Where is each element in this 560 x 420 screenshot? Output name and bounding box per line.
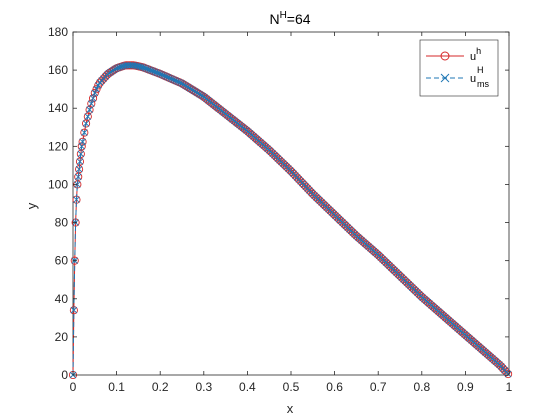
x-tick-label: 0.1 [108,380,125,394]
data-point [149,67,156,75]
legend-entry-ums: uH ms [426,65,489,89]
data-point [169,76,177,83]
legend: uh uH ms [419,39,499,97]
data-point [74,181,81,188]
data-point [164,74,172,81]
y-tick-label: 180 [48,25,68,39]
chart-title: NH=64 [269,10,310,27]
data-point [85,105,94,114]
data-point [197,91,205,99]
data-point [80,128,89,137]
data-point [162,73,170,80]
y-tick-label: 60 [55,254,69,268]
data-point [81,129,88,136]
legend-marker-uh [440,51,450,61]
data-point [140,64,147,71]
series-layer [68,61,513,380]
x-tick-label: 0.5 [283,380,300,394]
x-tick-label: 0.2 [152,380,169,394]
data-point [154,69,161,77]
data-point [147,66,154,74]
data-point [143,65,151,73]
data-point [157,70,165,78]
data-point [138,63,146,71]
data-point [171,77,179,84]
data-point [150,68,158,75]
ticks-layer: 0 0.1 0.2 0.3 0.4 0.5 0.6 0.7 0.8 0.9 1 0 20 40 60 80 10… [48,25,513,394]
data-point [196,90,203,98]
data-point [504,370,512,378]
data-point [194,89,202,97]
data-point [173,77,181,85]
legend-box [419,39,499,97]
x-tick-label: 0.4 [239,380,256,394]
data-point [182,82,189,89]
y-tick-label: 100 [48,177,68,191]
y-tick-label: 40 [55,292,69,306]
legend-marker-ums [440,73,450,83]
data-point [84,113,92,120]
data-point [183,83,191,90]
y-tick-label: 140 [48,101,68,115]
data-point [89,94,97,102]
data-point [161,72,168,80]
data-point [175,78,182,86]
data-point [178,80,186,87]
y-tick-label: 20 [55,330,69,344]
data-point [75,165,83,173]
data-point [180,81,188,88]
x-tick-label: 0.8 [413,380,430,394]
data-point [166,74,174,82]
data-point [176,79,184,87]
y-tick-label: 160 [48,63,68,77]
data-point [76,158,84,165]
legend-entry-uh: uh [426,46,481,63]
data-point [145,66,153,73]
y-tick-label: 120 [48,139,68,153]
data-point [112,65,120,73]
data-point [82,120,90,127]
y-axis-label: y [24,202,39,209]
x-tick-label: 0.7 [370,380,387,394]
x-axis-label: x [287,401,294,416]
data-point [189,86,196,94]
data-point [92,85,101,94]
x-tick-label: 0 [70,380,77,394]
legend-label-ums: uH ms [470,65,489,89]
data-point [190,87,198,95]
data-point [73,196,80,204]
data-point [70,306,78,314]
data-point [187,85,195,93]
data-point [156,70,163,77]
data-point [86,106,93,114]
series-ums [69,62,512,379]
data-point [87,100,95,107]
data-point [91,89,99,97]
data-point [79,138,86,146]
data-point [142,64,149,72]
legend-label-uh: uh [470,46,481,63]
y-tick-label: 80 [55,216,69,230]
x-tick-label: 0.9 [457,380,474,394]
data-point [74,173,82,181]
data-point [77,150,85,158]
data-point [70,256,79,265]
x-tick-label: 1 [506,380,513,394]
data-point [185,84,193,92]
x-tick-label: 0.6 [326,380,343,394]
x-tick-label: 0.3 [195,380,212,394]
data-point [192,88,200,96]
data-point [93,85,100,93]
data-point [152,68,160,76]
data-point [168,75,175,83]
data-point [159,71,167,79]
y-tick-label: 0 [61,368,68,382]
